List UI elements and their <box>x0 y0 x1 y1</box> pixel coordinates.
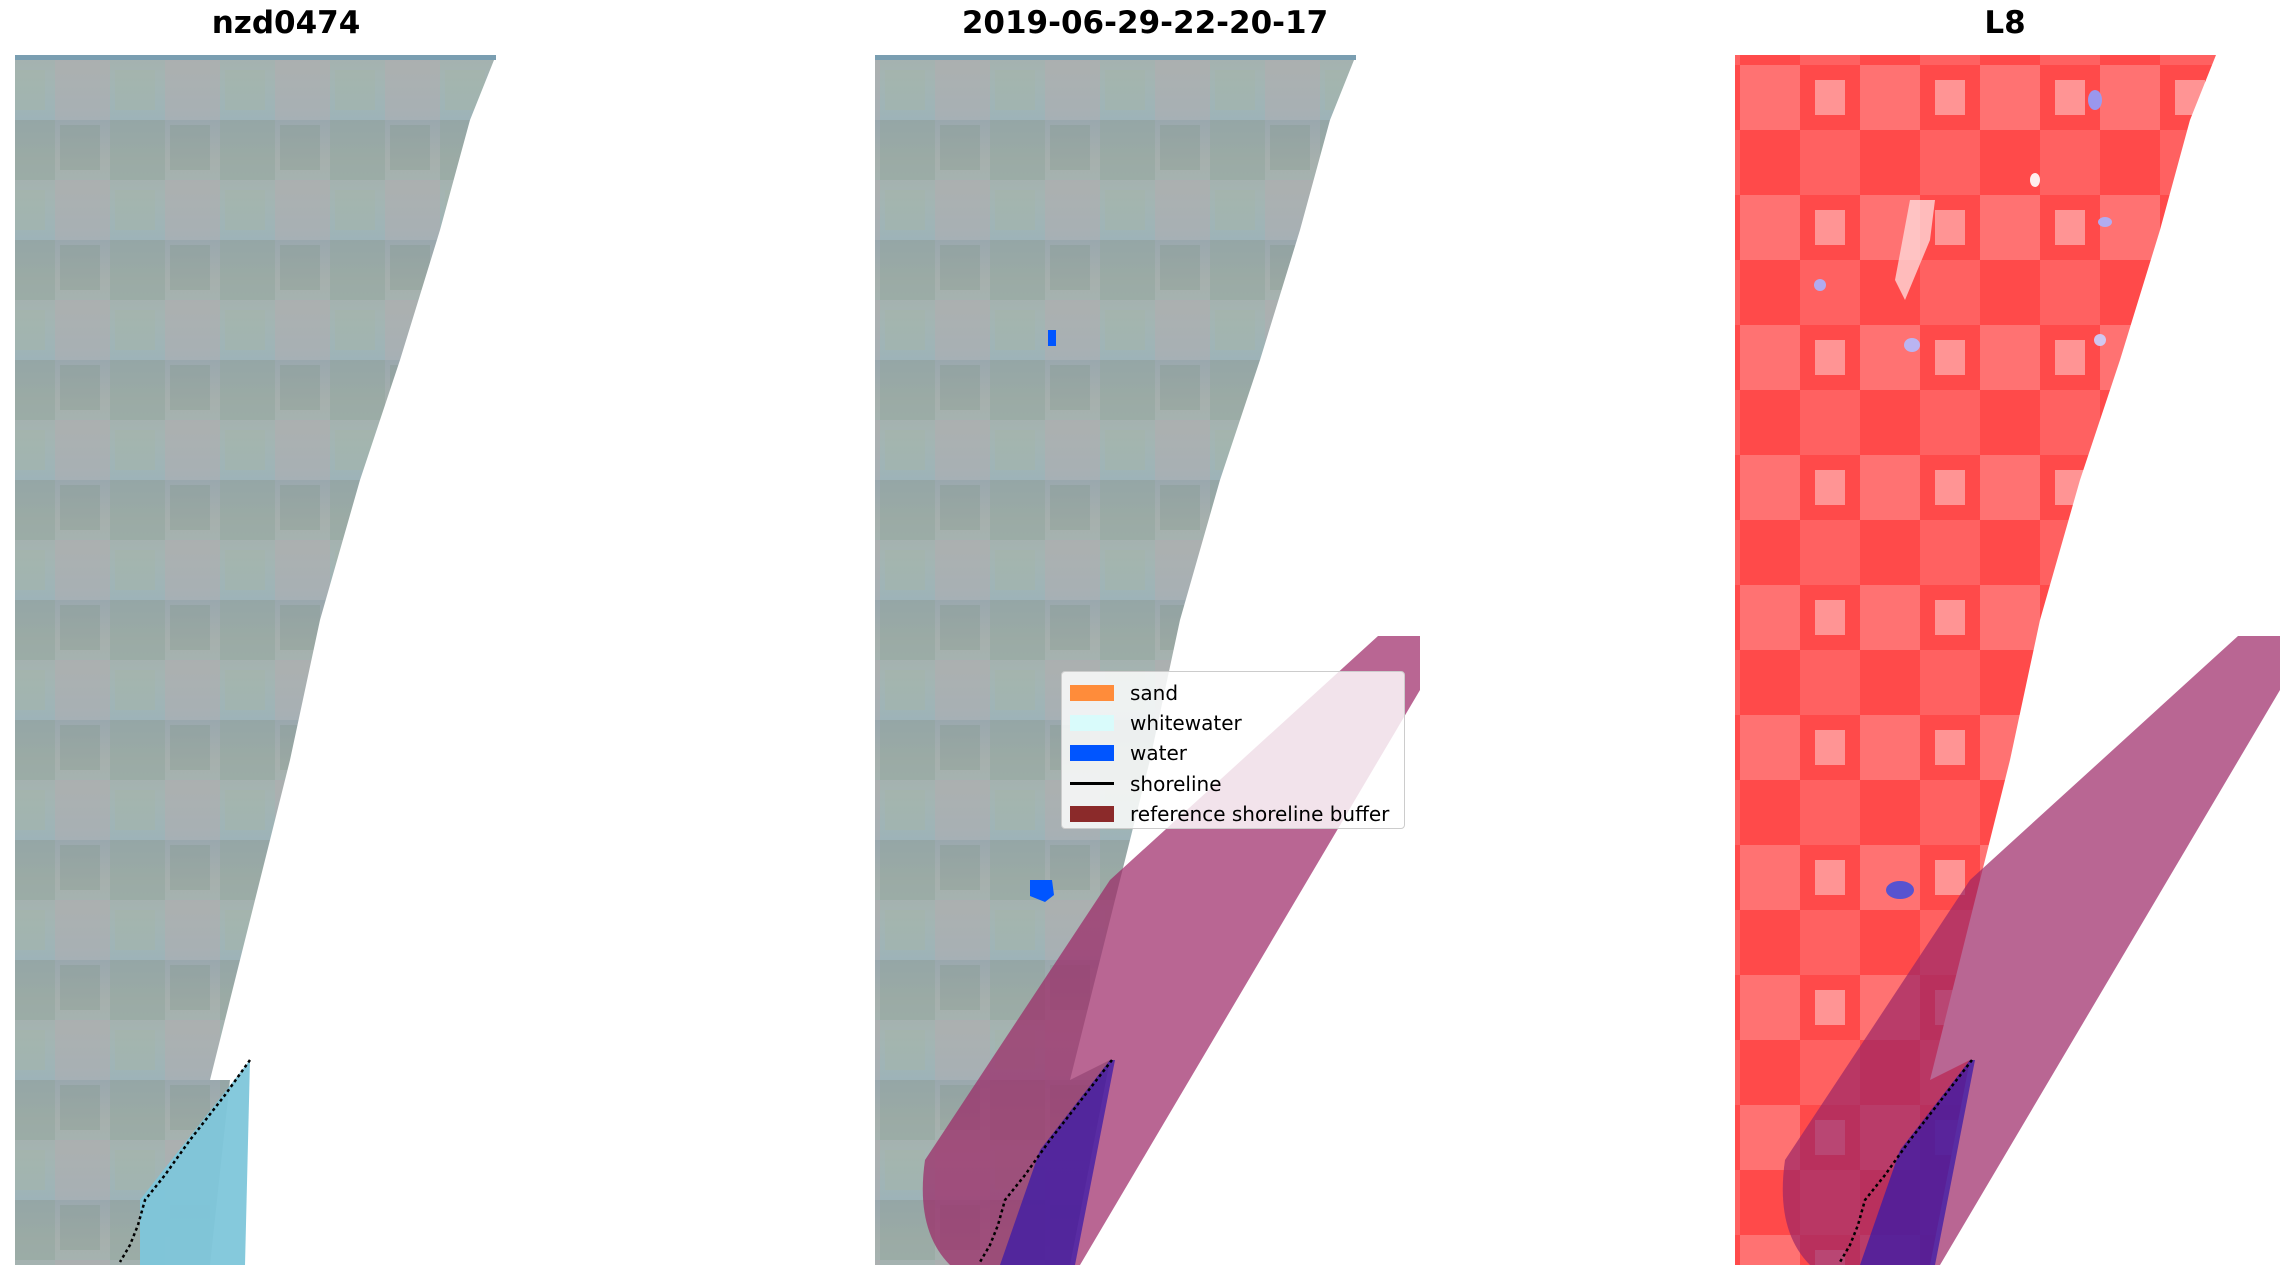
legend-label: water <box>1130 741 1187 766</box>
water-area <box>1000 1060 1115 1265</box>
water-pixel <box>1048 330 1056 346</box>
legend-label: whitewater <box>1130 711 1242 736</box>
panel-title-rgb: nzd0474 <box>211 5 361 41</box>
legend-label: reference shoreline buffer <box>1130 801 1390 826</box>
legend: sand whitewater water shoreline referenc… <box>1061 671 1405 829</box>
legend-item-whitewater: whitewater <box>1070 708 1396 738</box>
legend-label: shoreline <box>1130 771 1222 796</box>
water-area <box>1860 1060 1975 1265</box>
buffer-swatch <box>1070 805 1114 822</box>
water-swatch <box>1070 745 1114 762</box>
sand-swatch <box>1070 685 1114 702</box>
rgb-image <box>15 55 496 1265</box>
panel-title-index: L8 <box>1984 5 2026 41</box>
legend-item-shoreline: shoreline <box>1070 769 1396 799</box>
index-image <box>1735 55 2280 1265</box>
shoreline-swatch <box>1070 782 1114 786</box>
whitewater-swatch <box>1070 715 1114 732</box>
shoreline-buffer <box>1782 636 2280 1265</box>
legend-item-buffer: reference shoreline buffer <box>1070 799 1396 829</box>
legend-label: sand <box>1130 681 1179 706</box>
water-pixel <box>1886 881 1914 899</box>
legend-item-sand: sand <box>1070 678 1396 708</box>
sea-area <box>140 1060 250 1265</box>
shoreline-trace <box>118 1059 252 1263</box>
legend-item-water: water <box>1070 738 1396 768</box>
panel-title-classified: 2019-06-29-22-20-17 <box>961 5 1329 41</box>
water-pixel <box>1030 880 1054 902</box>
